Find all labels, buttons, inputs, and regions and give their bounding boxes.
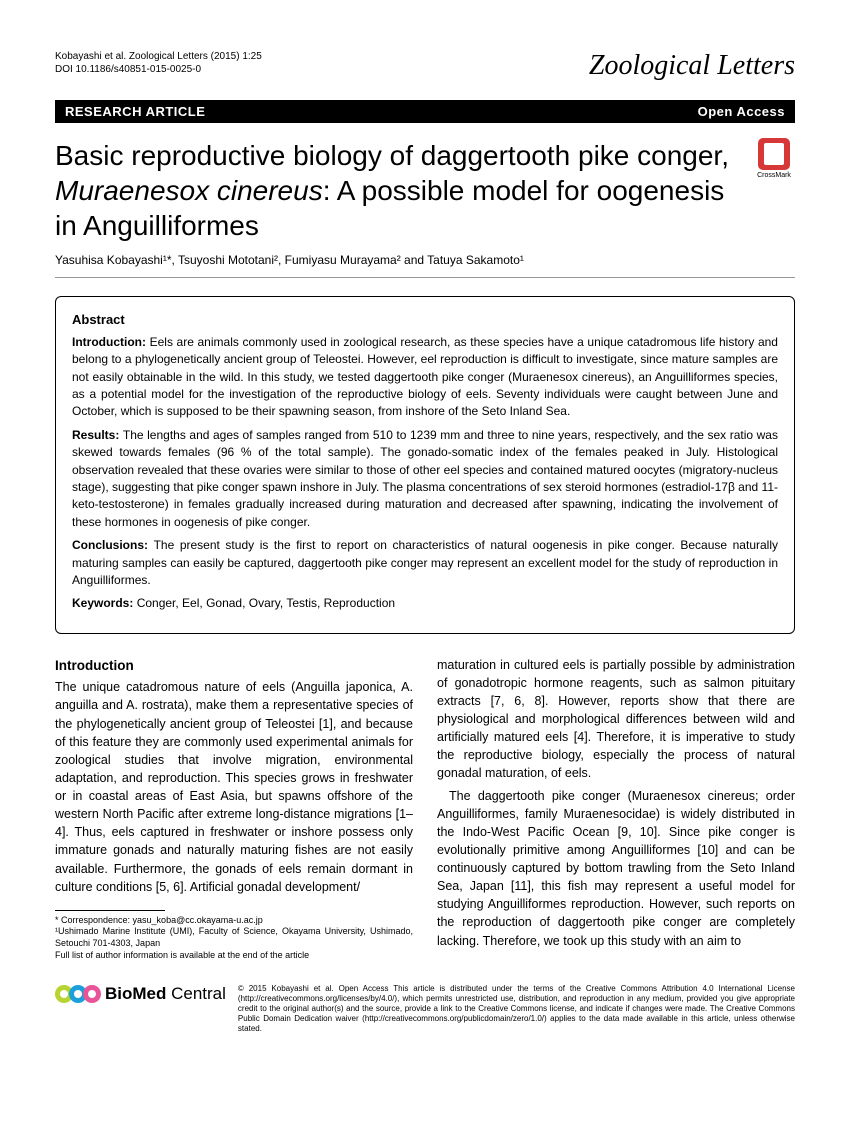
right-column: maturation in cultured eels is partially…	[437, 656, 795, 962]
abstract-conclusions: Conclusions: The present study is the fi…	[72, 537, 778, 589]
abstract-heading: Abstract	[72, 311, 778, 330]
article-type: RESEARCH ARTICLE	[65, 104, 205, 119]
author-info-note: Full list of author information is avail…	[55, 950, 413, 962]
open-access-label: Open Access	[698, 104, 785, 119]
abstract-keywords: Keywords: Conger, Eel, Gonad, Ovary, Tes…	[72, 595, 778, 612]
introduction-heading: Introduction	[55, 656, 413, 676]
biomedcentral-logo: BioMed Central	[55, 984, 226, 1004]
footnotes: * Correspondence: yasu_koba@cc.okayama-u…	[55, 915, 413, 962]
body-paragraph: The daggertooth pike conger (Muraenesox …	[437, 787, 795, 950]
left-column: Introduction The unique catadromous natu…	[55, 656, 413, 962]
running-header: Kobayashi et al. Zoological Letters (201…	[55, 50, 795, 82]
abstract-results: Results: The lengths and ages of samples…	[72, 427, 778, 531]
citation: Kobayashi et al. Zoological Letters (201…	[55, 50, 262, 63]
doi: DOI 10.1186/s40851-015-0025-0	[55, 63, 262, 76]
affiliation: ¹Ushimado Marine Institute (UMI), Facult…	[55, 926, 413, 949]
abstract-introduction: Introduction: Eels are animals commonly …	[72, 334, 778, 421]
abstract-box: Abstract Introduction: Eels are animals …	[55, 296, 795, 634]
journal-name: Zoological Letters	[589, 50, 795, 82]
author-list: Yasuhisa Kobayashi¹*, Tsuyoshi Mototani²…	[55, 253, 795, 267]
page-footer: BioMed Central © 2015 Kobayashi et al. O…	[55, 984, 795, 1034]
crossmark-icon[interactable]: CrossMark	[753, 138, 795, 180]
body-columns: Introduction The unique catadromous natu…	[55, 656, 795, 962]
article-banner: RESEARCH ARTICLE Open Access	[55, 100, 795, 123]
license-text: © 2015 Kobayashi et al. Open Access This…	[238, 984, 795, 1034]
correspondence: * Correspondence: yasu_koba@cc.okayama-u…	[55, 915, 413, 927]
body-paragraph: The unique catadromous nature of eels (A…	[55, 678, 413, 896]
article-title: Basic reproductive biology of daggertoot…	[55, 138, 795, 243]
body-paragraph: maturation in cultured eels is partially…	[437, 656, 795, 783]
